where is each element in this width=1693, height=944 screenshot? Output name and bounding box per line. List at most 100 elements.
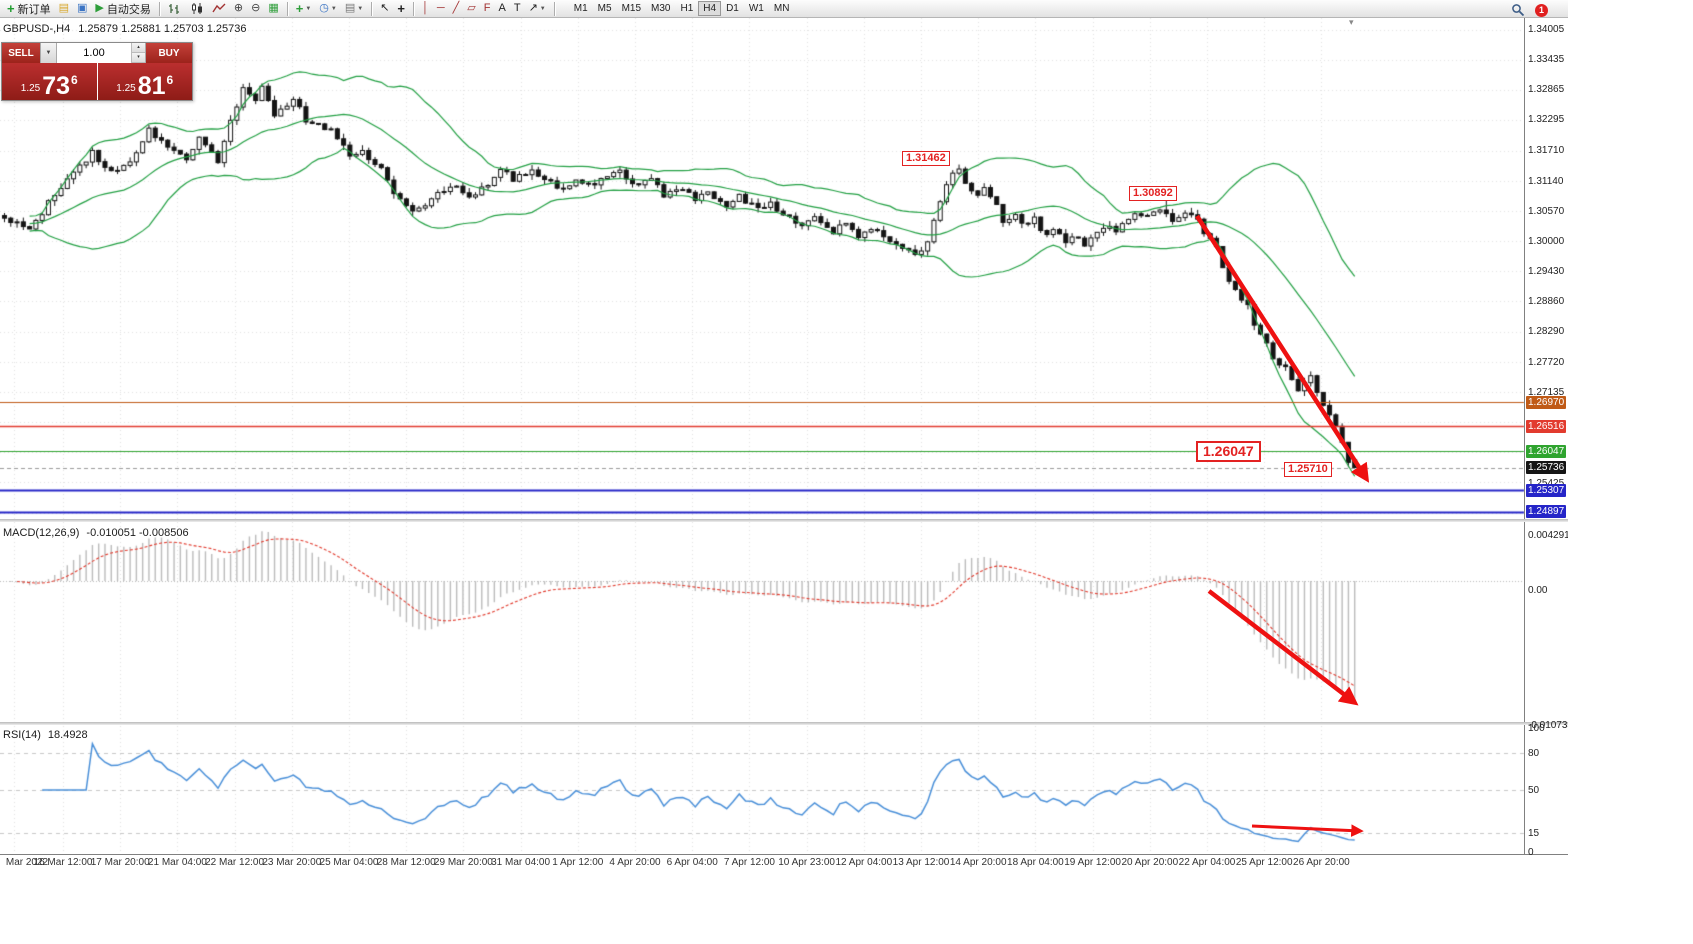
price-scale[interactable]: 1.34005 1.33435 1.32865 1.32295 1.31710 1.311… [1525, 18, 1568, 858]
price-scale-tick: 1.29430 [1528, 266, 1565, 278]
time-scale-label: 17 Mar 20:00 [90, 857, 150, 868]
macd-scale-label: -0.010734 [1528, 720, 1568, 731]
sell-price-button[interactable]: 1.25 73 6 [2, 63, 97, 100]
rsi-scale-label: 0 [1528, 847, 1534, 858]
text-tool-button[interactable]: A [495, 1, 510, 17]
time-scale-label: 25 Apr 12:00 [1235, 857, 1293, 868]
price-level-badge: 1.26516 [1526, 419, 1567, 433]
timeframe-h1-button[interactable]: H1 [680, 3, 694, 14]
text-tool-icon: A [498, 2, 506, 14]
time-scale-label: 26 Apr 20:00 [1293, 857, 1350, 868]
toolbar-separator [158, 1, 160, 16]
time-scale-label: 28 Mar 12:00 [376, 857, 436, 868]
toolbar-separator [553, 1, 555, 16]
crosshair-tool-button[interactable]: + [393, 1, 409, 17]
autotrading-button[interactable]: ▶ 自动交易 [91, 1, 154, 17]
chart-area[interactable] [0, 0, 1568, 871]
zoom-out-button[interactable]: ⊖ [247, 1, 264, 17]
time-scale-label: 6 Apr 04:00 [666, 857, 718, 868]
time-scale-label: 14 Apr 20:00 [949, 857, 1007, 868]
time-scale-label: 1 Apr 12:00 [552, 857, 604, 868]
time-scale-label: 21 Mar 04:00 [147, 857, 207, 868]
buy-button[interactable]: BUY [145, 43, 192, 63]
volume-dropdown-button[interactable]: ▼ [40, 43, 57, 63]
bar-chart-mode-icon [168, 4, 179, 14]
line-chart-mode-button[interactable] [208, 1, 230, 17]
bar-chart-mode-button[interactable] [164, 1, 186, 17]
channel-tool-button[interactable]: ▱ [463, 1, 479, 17]
timeframe-mn-button[interactable]: MN [773, 3, 790, 14]
new-order-button[interactable]: + 新订单 [3, 1, 55, 17]
price-scale-tick: 1.28290 [1528, 326, 1565, 338]
time-scale-label: 4 Apr 20:00 [609, 857, 661, 868]
period-selector-icon: ◷ [319, 2, 329, 14]
chevron-down-icon: ▼ [539, 5, 546, 12]
chevron-down-icon: ▼ [45, 50, 52, 56]
macd-scale-label: 0.004291 [1528, 530, 1568, 541]
period-selector-button[interactable]: ◷ ▼ [315, 1, 341, 17]
templates-icon: ▤ [344, 2, 356, 14]
toolbar-right: 1 [1507, 2, 1548, 18]
timeframe-h4-button[interactable]: H4 [698, 1, 722, 16]
price-scale-tick: 1.27720 [1528, 356, 1565, 368]
templates-button[interactable]: ▤ ▼ [341, 1, 367, 17]
text-label-tool-button[interactable]: T [510, 1, 525, 17]
price-scale-tick: 1.27135 [1528, 387, 1565, 399]
price-level-badge: 1.25736 [1526, 461, 1567, 474]
timeframe-d1-button[interactable]: D1 [726, 3, 739, 14]
sell-price-sup: 6 [71, 73, 78, 87]
toolbar-separator [286, 1, 288, 16]
spinner-down-icon[interactable]: ▾ [132, 53, 145, 63]
timeframe-m30-button[interactable]: M30 [651, 3, 671, 14]
profiles-button[interactable]: ▣ [73, 1, 91, 17]
time-scale-label: 12 Apr 04:00 [835, 857, 893, 868]
trend-arrows-layer [1195, 214, 1370, 837]
volume-input[interactable] [57, 43, 131, 63]
sell-price-prefix: 1.25 [20, 83, 41, 94]
volume-spinner[interactable]: ▴ ▾ [131, 43, 145, 63]
price-scale-tick: 1.34005 [1528, 24, 1565, 35]
search-icon [1512, 4, 1525, 17]
time-scale-label: 10 Apr 23:00 [778, 857, 835, 868]
vertical-line-tool-button[interactable]: │ [418, 1, 433, 17]
one-click-trading-widget: SELL ▼ ▴ ▾ BUY 1.25 73 6 1.25 81 6 [1, 42, 193, 101]
charts-window-button[interactable]: ▤ [55, 1, 73, 17]
horizontal-line-tool-button[interactable]: ─ [433, 1, 449, 17]
add-indicator-button[interactable]: + ▼ [292, 1, 316, 17]
sell-price-big: 73 [42, 72, 71, 100]
search-button[interactable] [1507, 2, 1529, 18]
time-scale[interactable]: Mar 2022 16 Mar 12:00 17 Mar 20:00 21 Mar 0… [0, 855, 1568, 871]
zoom-in-button[interactable]: ⊕ [230, 1, 247, 17]
fibonacci-tool-icon: F [483, 2, 491, 14]
timeframe-m1-button[interactable]: M1 [573, 3, 588, 14]
toolbar-separator [413, 1, 414, 16]
timeframe-m5-button[interactable]: M5 [597, 3, 612, 14]
candlestick-mode-button[interactable] [186, 1, 208, 17]
buy-price-sup: 6 [166, 73, 174, 87]
buy-price-button[interactable]: 1.25 81 6 [97, 63, 192, 100]
cursor-tool-button[interactable]: ↖ [376, 1, 393, 17]
toolbar: + 新订单 ▤ ▣ ▶ 自动交易 ⊕ ⊖ ▦ + ▼ ◷ ▼ ▤ ▼ ↖ + │ ─ ╱ ▱ F A T ↗ ▼ M1 M5 M15 M… [0, 0, 1568, 18]
price-scale-tick: 1.32865 [1528, 84, 1565, 96]
rsi-scale-label: 80 [1528, 747, 1540, 759]
timeframe-m15-button[interactable]: M15 [621, 3, 642, 14]
new-order-icon: + [7, 1, 15, 16]
price-level-badge: 1.25307 [1526, 483, 1567, 497]
notification-badge[interactable]: 1 [1535, 3, 1548, 17]
trend-arrow-rsi[interactable] [1251, 824, 1364, 837]
price-scale-tick: 1.28860 [1528, 296, 1565, 308]
chevron-down-icon: ▼ [357, 5, 364, 12]
tile-windows-button[interactable]: ▦ [264, 1, 282, 17]
trend-arrow-macd[interactable] [1207, 589, 1359, 706]
time-scale-label: 22 Apr 04:00 [1178, 857, 1236, 868]
fibonacci-tool-button[interactable]: F [480, 1, 495, 17]
timeframe-w1-button[interactable]: W1 [748, 3, 764, 14]
trendline-tool-button[interactable]: ╱ [449, 1, 464, 17]
time-scale-label: 7 Apr 12:00 [723, 857, 775, 868]
price-level-badge: 1.26970 [1526, 395, 1567, 409]
sell-button[interactable]: SELL [2, 43, 40, 63]
autotrading-button-label: 自动交易 [106, 3, 151, 16]
shapes-tool-button[interactable]: ↗ ▼ [525, 1, 550, 17]
spinner-up-icon[interactable]: ▴ [132, 43, 145, 53]
trend-arrow-main[interactable] [1195, 214, 1370, 483]
